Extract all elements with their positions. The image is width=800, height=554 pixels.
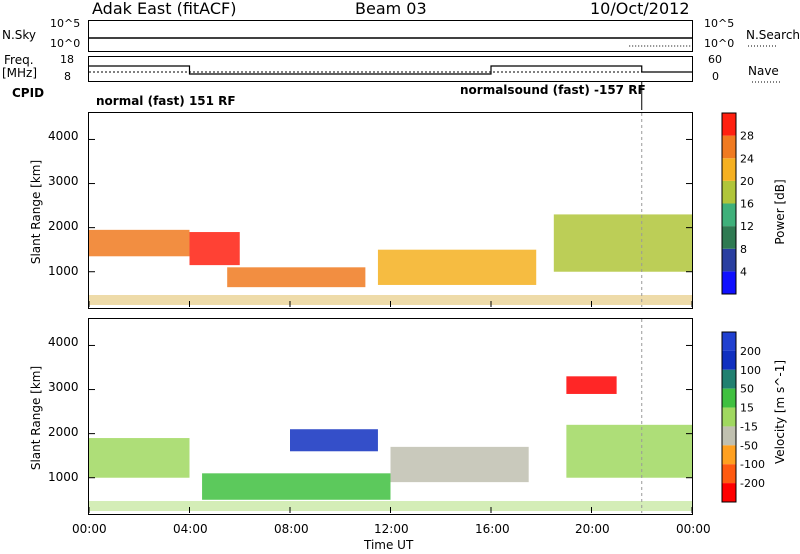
xtick-3: 12:00: [374, 522, 409, 536]
xtick-2: 08:00: [274, 522, 309, 536]
velocity-colorbar-swatch-3: [722, 388, 736, 408]
xtick-5: 20:00: [575, 522, 610, 536]
power-echo-band-3: [377, 249, 537, 285]
power-colorbar-swatch-3: [722, 203, 736, 227]
power-colorbar-swatch-1: [722, 248, 736, 272]
velocity-colorbar-tick-1: 100: [740, 364, 761, 377]
power-near-range-band: [89, 295, 692, 305]
xtick-1: 04:00: [173, 522, 208, 536]
velocity-colorbar-tick-7: -200: [740, 477, 765, 490]
velocity-colorbar-swatch-5: [722, 426, 736, 446]
velocity-echo-band-1: [202, 473, 391, 500]
power-colorbar-tick-6: 28: [740, 130, 754, 143]
velocity-ytick-3000: 3000: [48, 380, 79, 394]
power-colorbar-swatch-6: [722, 135, 736, 159]
power-echo-band-2: [227, 267, 366, 288]
xtick-6: 00:00: [676, 522, 711, 536]
power-echo-band-0: [89, 229, 190, 257]
freq-trace: [89, 65, 692, 75]
power-colorbar-tick-2: 12: [740, 220, 754, 233]
nsearch-tick-low: 10^0: [704, 37, 735, 50]
nave-tick-low: 0: [712, 70, 719, 83]
velocity-echo-band-3: [390, 446, 529, 483]
velocity-echo-band-0: [89, 438, 190, 478]
power-colorbar-swatch-7: [722, 113, 736, 136]
xtick-0: 00:00: [72, 522, 107, 536]
velocity-colorbar-swatch-0: [722, 332, 736, 351]
velocity-colorbar-tick-6: -100: [740, 458, 765, 471]
power-colorbar-swatch-2: [722, 226, 736, 249]
power-echo-band-4: [553, 214, 692, 272]
nave-tick-high: 60: [708, 53, 722, 66]
velocity-colorbar-tick-5: -50: [740, 439, 758, 452]
velocity-plot: [88, 318, 693, 515]
power-colorbar-swatch-0: [722, 271, 736, 294]
freq-tick-high: 18: [60, 53, 74, 66]
velocity-colorbar-swatch-6: [722, 445, 736, 465]
velocity-echo-band-4: [566, 376, 617, 394]
date-title: 10/Oct/2012: [590, 0, 690, 18]
nsearch-tick-high: 10^5: [704, 17, 735, 30]
velocity-colorbar-swatch-4: [722, 407, 736, 427]
velocity-ytick-2000: 2000: [48, 425, 79, 439]
freq-label-2: [MHz]: [2, 66, 38, 80]
velocity-colorbar-tick-3: 15: [740, 402, 754, 415]
velocity-echo-band-2: [290, 429, 378, 452]
x-axis-label: Time UT: [364, 538, 414, 552]
power-ytick-1000: 1000: [48, 264, 79, 278]
cpid-mode-2: normalsound (fast) -157 RF: [460, 83, 646, 97]
nsky-tick-high: 10^5: [50, 17, 81, 30]
freq-panel: [88, 56, 693, 82]
power-colorbar-swatch-5: [722, 158, 736, 181]
nsky-panel: [88, 20, 693, 52]
station-title: Adak East (fitACF): [92, 0, 237, 18]
power-colorbar-swatch-4: [722, 180, 736, 204]
power-ytick-4000: 4000: [48, 129, 79, 143]
power-echo-band-1: [189, 232, 240, 266]
power-colorbar-tick-5: 24: [740, 152, 754, 165]
cpid-label: CPID: [12, 86, 45, 100]
cpid-mode-1: normal (fast) 151 RF: [96, 94, 236, 108]
freq-label-1: Freq.: [4, 53, 34, 67]
velocity-colorbar-swatch-1: [722, 350, 736, 370]
velocity-ytick-4000: 4000: [48, 335, 79, 349]
velocity-colorbar-swatch-2: [722, 369, 736, 389]
beam-title: Beam 03: [355, 0, 427, 18]
velocity-colorbar-tick-4: -15: [740, 420, 758, 433]
nave-label: Nave: [748, 64, 779, 78]
power-colorbar-tick-1: 8: [740, 243, 747, 256]
velocity-colorbar-tick-2: 50: [740, 383, 754, 396]
velocity-colorbar-tick-0: 200: [740, 345, 761, 358]
power-plot: [88, 112, 693, 309]
freq-tick-low: 8: [64, 70, 71, 83]
xtick-4: 16:00: [475, 522, 510, 536]
velocity-colorbar-swatch-7: [722, 464, 736, 484]
power-ytick-2000: 2000: [48, 219, 79, 233]
velocity-colorbar-frame: [721, 331, 737, 503]
nsky-label: N.Sky: [2, 28, 37, 42]
power-ytick-3000: 3000: [48, 174, 79, 188]
velocity-ytick-1000: 1000: [48, 470, 79, 484]
power-colorbar-frame: [721, 112, 737, 295]
power-colorbar-tick-0: 4: [740, 265, 747, 278]
nsearch-label: N.Search: [746, 28, 800, 42]
velocity-colorbar-swatch-8: [722, 483, 736, 502]
velocity-near-range-band: [89, 501, 692, 511]
power-colorbar-tick-3: 16: [740, 198, 754, 211]
power-colorbar-tick-4: 20: [740, 175, 754, 188]
nsky-tick-low: 10^0: [50, 37, 81, 50]
velocity-echo-band-5: [566, 424, 692, 478]
